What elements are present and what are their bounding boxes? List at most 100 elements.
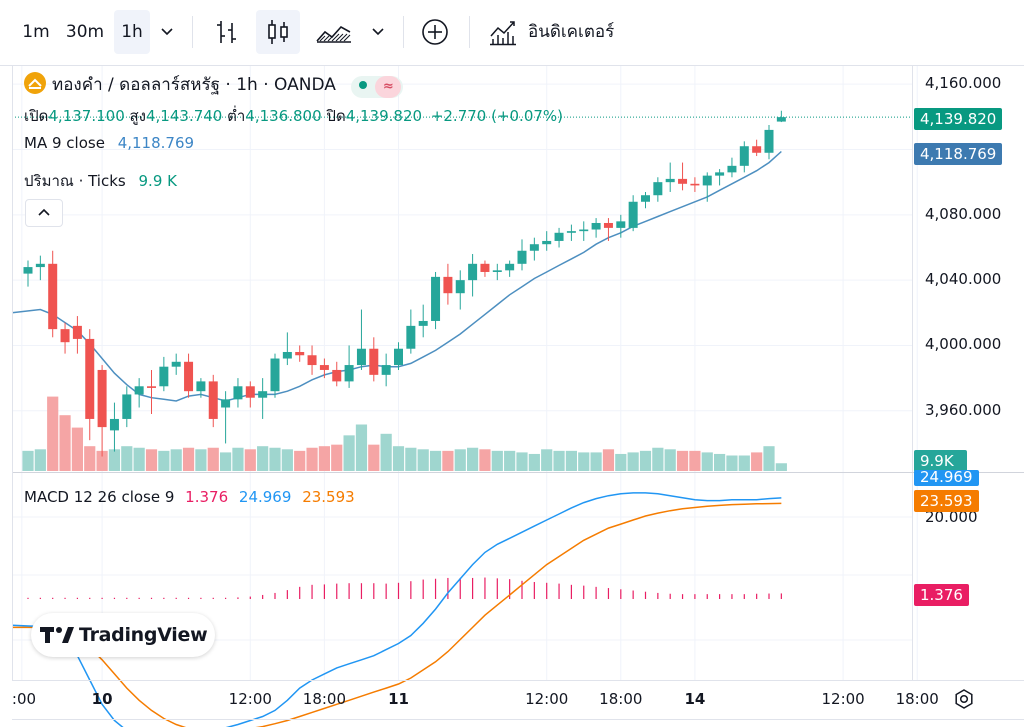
time-tick-label: 18:00 [895, 690, 939, 708]
candle-body [109, 418, 119, 431]
ma9-polyline [11, 150, 782, 402]
candle-body [356, 348, 366, 366]
market-open-dot-icon [359, 81, 368, 89]
high-value: 4,143.740 [146, 107, 223, 125]
indicators-button[interactable]: อินดิเคเตอร์ [528, 22, 615, 42]
price-tick-label: 3,960.000 [925, 400, 1002, 419]
volume-bar [170, 449, 182, 471]
volume-bar [343, 435, 355, 471]
candle-body [369, 348, 379, 375]
candle-body [282, 351, 292, 359]
volume-bar [294, 450, 306, 471]
chart-type-chevron-icon[interactable] [362, 10, 394, 54]
toolbar-divider [469, 16, 470, 48]
toolbar-divider [192, 16, 193, 48]
indicators-icon[interactable] [484, 10, 524, 54]
macd-label: MACD 12 26 close 9 [24, 488, 175, 506]
volume-bar [195, 449, 207, 471]
candle-body [307, 355, 317, 366]
interval-1m-button[interactable]: 1m [22, 22, 50, 42]
volume-bar [467, 447, 479, 471]
volume-bar [615, 453, 627, 471]
volume-bar [516, 452, 528, 471]
volume-bar [244, 449, 256, 471]
volume-bar [207, 447, 219, 471]
volume-bar [652, 447, 664, 471]
candle-body [418, 320, 428, 326]
volume-label: ปริมาณ · Ticks [24, 172, 126, 190]
candle-chart-icon[interactable] [256, 10, 300, 54]
time-tick-label: 11 [388, 690, 409, 708]
time-tick-label: 18:00 [599, 690, 643, 708]
volume-bar [454, 449, 466, 471]
tradingview-logo[interactable]: TradingView [31, 613, 215, 657]
change-value: +2.770 (+0.07%) [430, 107, 564, 125]
interval-1h-button[interactable]: 1h [114, 10, 150, 54]
area-chart-icon[interactable] [310, 10, 358, 54]
volume-value: 9.9 K [138, 172, 177, 190]
candle-body [332, 369, 342, 382]
volume-tag: 9.9K [914, 450, 967, 472]
volume-bar [504, 450, 516, 471]
candle-body [171, 361, 181, 367]
volume-bar [380, 433, 392, 471]
volume-bar [676, 450, 689, 471]
chart-frame [12, 66, 1024, 720]
volume-bar [269, 447, 281, 471]
close-label: ปิด [326, 107, 346, 125]
volume-bar [232, 447, 244, 471]
macd-line-value: 24.969 [238, 488, 292, 506]
candle-body [319, 365, 329, 370]
candle-body [517, 250, 527, 264]
gold-coin-icon [24, 72, 46, 94]
chevron-down-icon[interactable] [150, 10, 184, 54]
volume-bar [627, 452, 639, 471]
chart-toolbar: 1m 30m 1h อินดิเคเตอร์ [0, 0, 1024, 66]
high-label: สูง [129, 107, 146, 125]
candle-body [431, 276, 441, 321]
candle-body [591, 222, 601, 230]
candle-body [221, 399, 231, 408]
volume-bar [578, 452, 590, 471]
time-tick-label: 18:00 [302, 690, 347, 708]
volume-bar [133, 447, 145, 471]
candle-body [270, 358, 280, 392]
candle-body [505, 263, 515, 271]
volume-bar [775, 463, 787, 471]
collapse-legend-button[interactable] [25, 199, 63, 227]
macd-hist-tag: 1.376 [914, 584, 969, 606]
bar-chart-icon[interactable] [204, 10, 248, 54]
candle-body [616, 221, 626, 228]
settings-gear-icon[interactable] [953, 688, 975, 714]
volume-bar [281, 449, 293, 471]
macd-signal-tag: 23.593 [914, 490, 979, 512]
ma-legend[interactable]: MA 9 close 4,118.769 [24, 134, 194, 152]
volume-bars [22, 396, 787, 471]
candle-body [134, 386, 144, 395]
volume-bar [318, 446, 330, 471]
volume-bar [306, 447, 318, 471]
candle-body [443, 276, 453, 294]
candle-body [566, 231, 576, 233]
volume-bar [763, 446, 775, 471]
macd-legend[interactable]: MACD 12 26 close 9 1.376 24.969 23.593 [24, 488, 355, 506]
open-label: เปิด [24, 107, 49, 125]
price-tick-label: 4,160.000 [925, 74, 1002, 93]
volume-bar [714, 453, 726, 471]
macd-line-tag: 24.969 [914, 470, 979, 486]
close-value: 4,139.820 [345, 107, 423, 125]
candle-body [641, 195, 650, 202]
candle-body [381, 365, 391, 375]
volume-bar [182, 447, 195, 471]
candle-body [739, 146, 749, 166]
volume-legend[interactable]: ปริมาณ · Ticks 9.9 K [24, 169, 177, 193]
volume-bar [121, 446, 133, 471]
macd-tick-label: 20.000 [925, 508, 978, 526]
market-status-badge[interactable]: ≈ [351, 76, 404, 98]
ma9-line [11, 150, 782, 402]
symbol-title[interactable]: ทองคำ / ดอลลาร์สหรัฐ · 1h · OANDA [52, 75, 336, 95]
volume-bar [442, 450, 454, 471]
interval-30m-button[interactable]: 30m [65, 22, 105, 42]
compare-plus-icon[interactable] [413, 10, 457, 54]
